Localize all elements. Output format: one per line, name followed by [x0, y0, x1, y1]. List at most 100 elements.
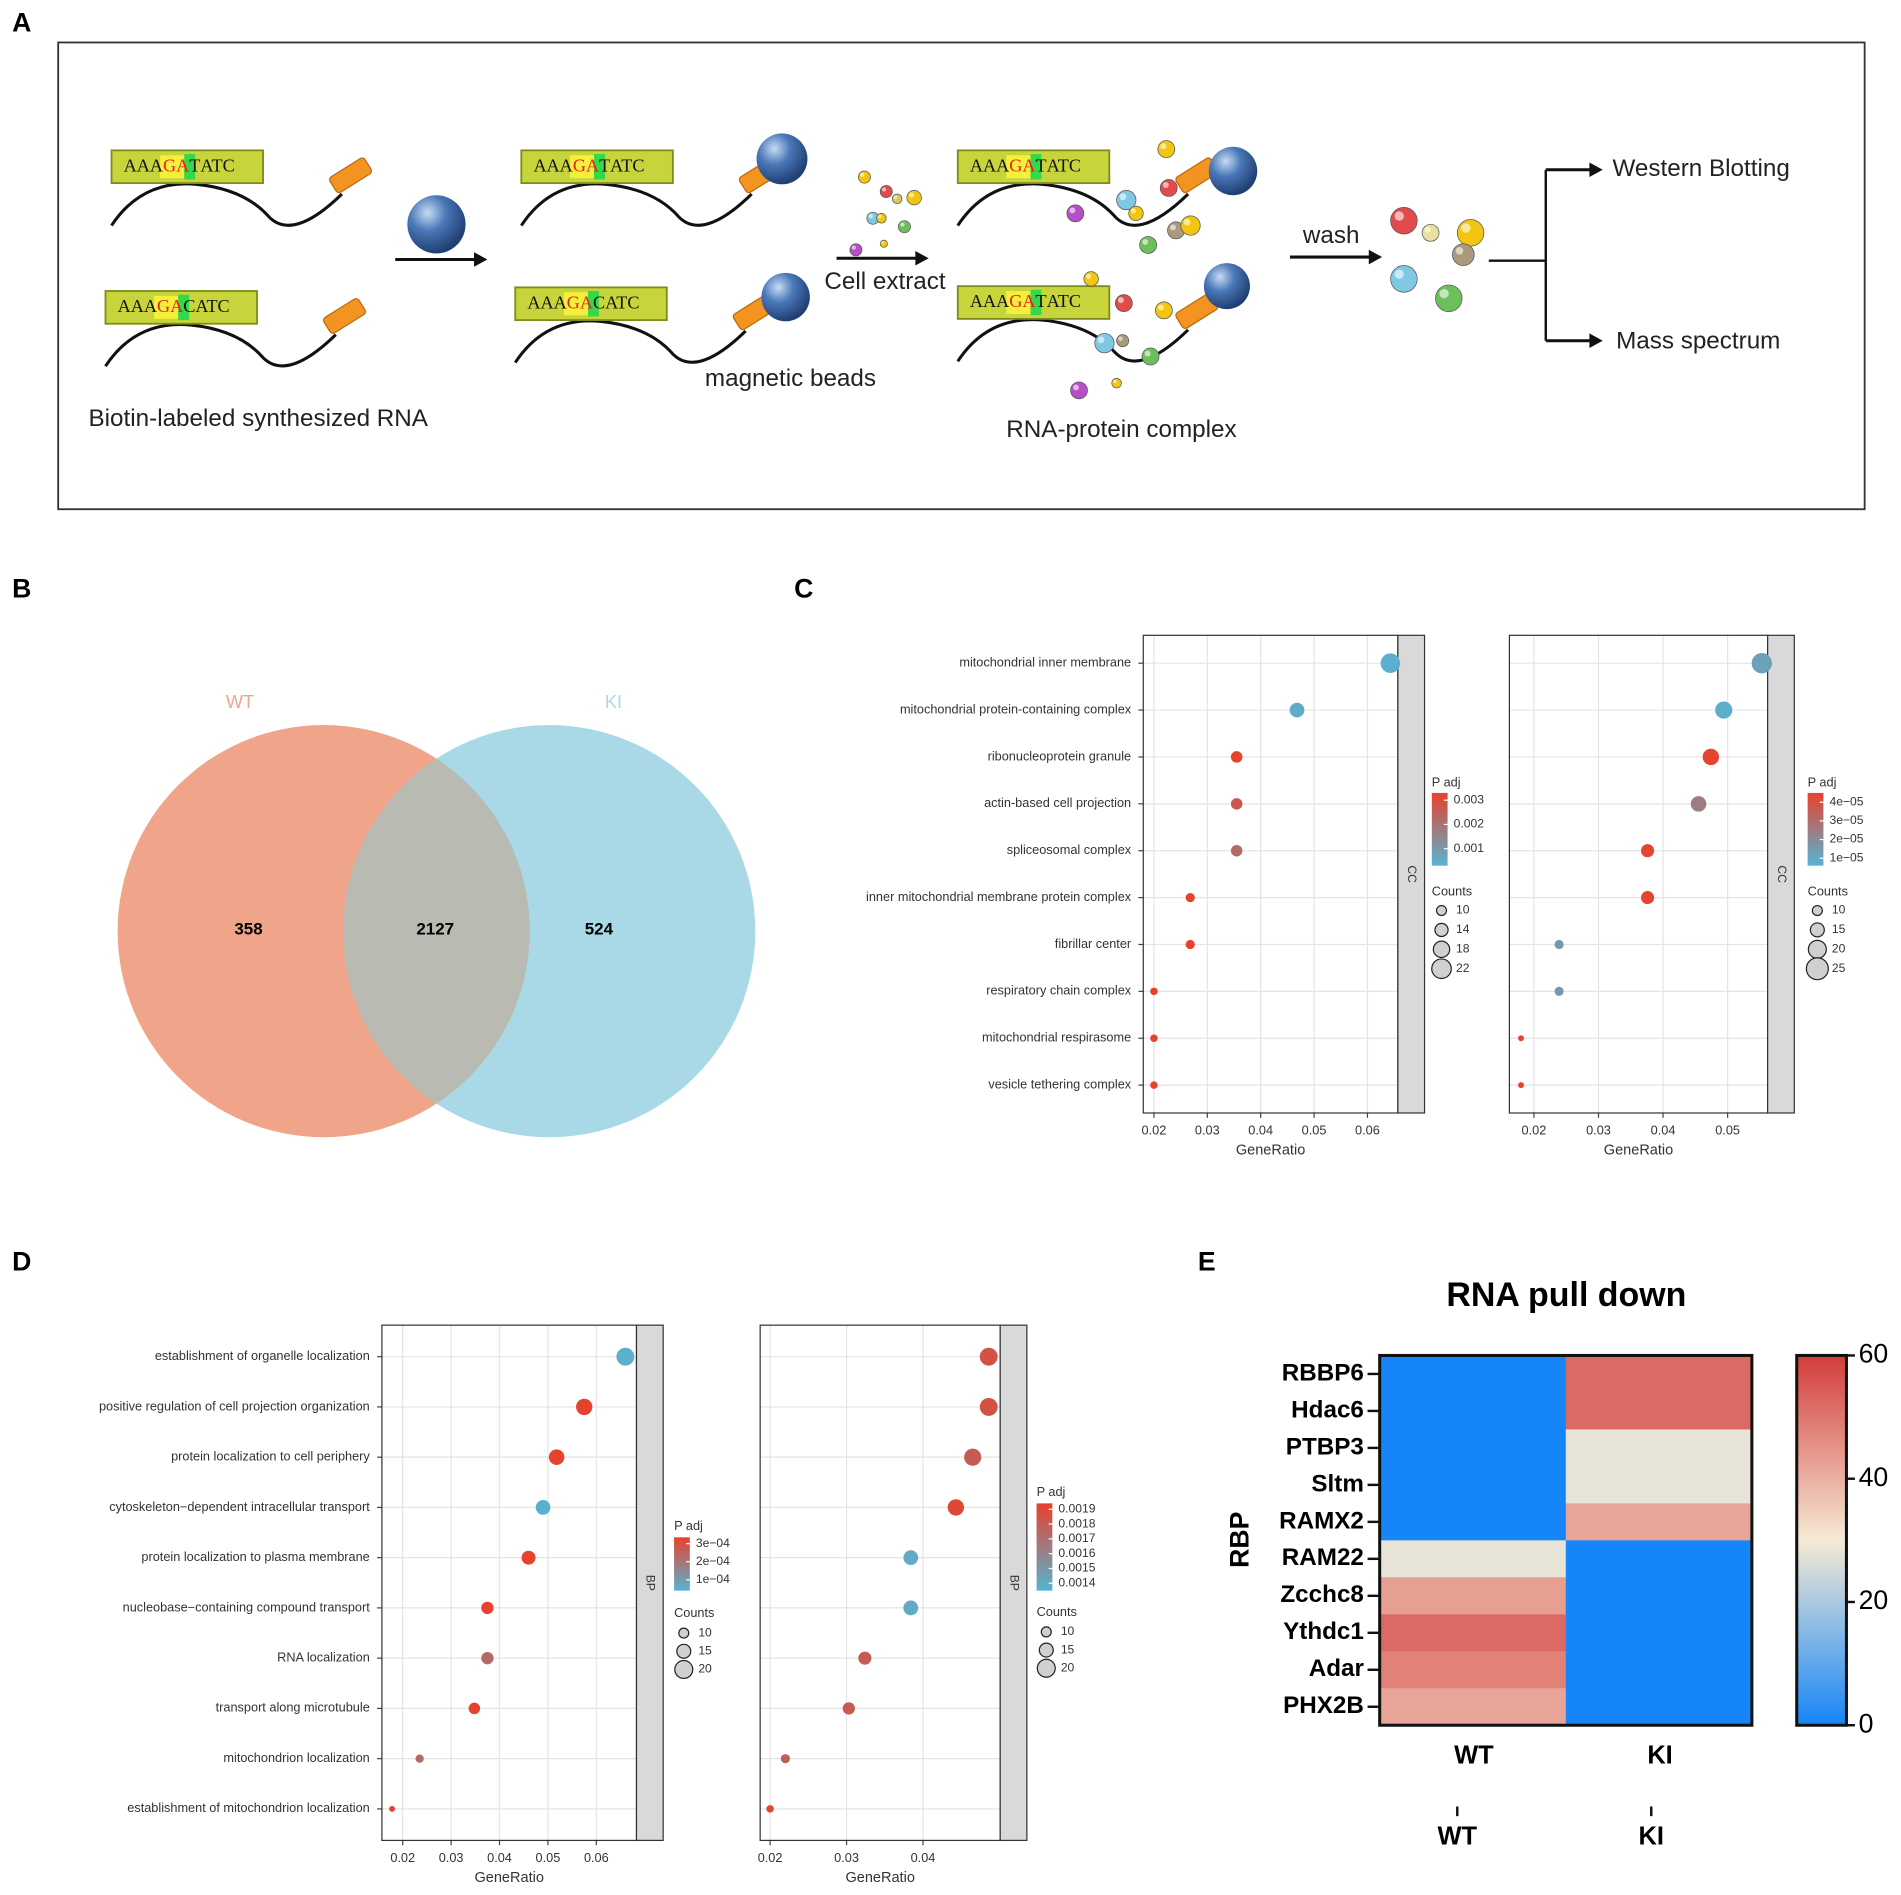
- dot: [1518, 1082, 1524, 1089]
- heat-cell: [1565, 1392, 1753, 1431]
- colorbar-label: 60: [1859, 1339, 1889, 1369]
- size-key: [678, 1627, 690, 1639]
- plot-background: [1143, 635, 1398, 1113]
- size-label: 14: [1456, 922, 1470, 936]
- x-axis-title: GeneRatio: [1604, 1142, 1673, 1158]
- rna-strand: [110, 182, 343, 227]
- dot: [947, 1499, 965, 1516]
- y-tick-label: transport along microtubule: [216, 1700, 370, 1715]
- protein-shine: [868, 214, 873, 219]
- x-tick-label: 0.03: [439, 1850, 464, 1865]
- protein: [1070, 381, 1088, 400]
- colorbar-label: 0.0018: [1058, 1516, 1095, 1530]
- diagram-label: Mass spectrum: [1616, 327, 1780, 354]
- size-label: 20: [1832, 942, 1846, 956]
- dot: [548, 1449, 565, 1465]
- protein: [1066, 204, 1085, 223]
- sequence-part: GA: [573, 156, 599, 176]
- protein-shine: [909, 192, 915, 198]
- x-tick-label: KI: [1647, 1741, 1672, 1769]
- y-tick-label: protein localization to cell periphery: [171, 1449, 370, 1464]
- colorbar-label: 2e−05: [1829, 832, 1863, 846]
- size-label: 25: [1832, 961, 1846, 975]
- protein-shine: [1144, 350, 1151, 357]
- size-key: [1431, 958, 1452, 980]
- colorbar-label: 1e−04: [696, 1572, 730, 1586]
- colorbar-label: 0.001: [1454, 841, 1485, 855]
- heat-cell: [1379, 1614, 1567, 1652]
- dot: [1150, 987, 1158, 996]
- dot: [1150, 1081, 1158, 1089]
- size-label: 15: [1832, 922, 1846, 936]
- colorbar-label: 3e−05: [1829, 813, 1863, 827]
- size-label: 10: [698, 1625, 712, 1639]
- dot: [1518, 1035, 1524, 1042]
- size-key: [1809, 922, 1825, 938]
- region-count: 524: [585, 919, 614, 938]
- heat-cell: [1565, 1466, 1753, 1504]
- heat-cell: [1565, 1577, 1753, 1615]
- y-tick-label: RAMX2: [1279, 1507, 1364, 1534]
- protein: [1115, 294, 1133, 312]
- y-tick-label: spliceosomal complex: [1007, 842, 1132, 857]
- sequence-part: T: [189, 156, 200, 176]
- protein: [1456, 219, 1485, 247]
- sequence: AAAGATATC: [533, 156, 644, 176]
- y-tick-label: cytoskeleton−dependent intracellular tra…: [109, 1499, 370, 1514]
- protein: [898, 220, 911, 234]
- sequence: AAAGATATC: [970, 291, 1081, 311]
- size-key: [1805, 957, 1829, 981]
- venn-overlap: [343, 725, 530, 1138]
- colorbar-label: 0.0016: [1058, 1546, 1095, 1560]
- protein-shine: [1086, 273, 1092, 279]
- protein-shine: [881, 241, 884, 244]
- plot-background: [381, 1325, 637, 1841]
- size-key: [1040, 1626, 1052, 1638]
- sequence: AAAGACATC: [118, 296, 230, 316]
- y-tick-label: establishment of organelle localization: [155, 1348, 370, 1363]
- highlight: [588, 291, 599, 317]
- protein: [849, 243, 863, 257]
- y-tick-label: Sltm: [1311, 1470, 1364, 1497]
- protein: [891, 193, 903, 205]
- legend-title: Counts: [1432, 884, 1472, 899]
- facet-label: CC: [1405, 865, 1419, 883]
- sequence-part: AAA: [970, 291, 1009, 311]
- dot: [616, 1347, 635, 1366]
- magnetic-bead: [407, 195, 466, 254]
- magnetic-bead: [761, 272, 810, 322]
- y-tick-label: mitochondrial inner membrane: [959, 655, 1131, 670]
- y-tick-label: inner mitochondrial membrane protein com…: [866, 889, 1132, 904]
- rna-strand: [956, 182, 1190, 227]
- diagram-label: Cell extract: [824, 268, 945, 295]
- colorbar-label: 3e−04: [696, 1536, 730, 1550]
- sequence-part: T: [1036, 156, 1047, 176]
- size-key: [1038, 1642, 1054, 1658]
- size-label: 10: [1832, 903, 1846, 917]
- highlight: [1030, 154, 1042, 180]
- colorbar-label: 0: [1859, 1708, 1874, 1738]
- dot: [1640, 844, 1655, 858]
- heat-cell: [1379, 1651, 1567, 1689]
- dot: [780, 1754, 790, 1764]
- legend-title: Counts: [1037, 1604, 1077, 1619]
- y-tick-label: vesicle tethering complex: [988, 1076, 1131, 1091]
- sequence-part: GA: [567, 293, 593, 313]
- rna-probe: AAAGATATC: [956, 285, 1219, 363]
- heat-cell: [1565, 1355, 1753, 1394]
- heat-cell: [1379, 1466, 1567, 1504]
- x-tick-label: 0.04: [487, 1850, 512, 1865]
- sequence: AAAGATATC: [970, 156, 1081, 176]
- size-key: [1434, 922, 1449, 938]
- highlight: [569, 155, 595, 179]
- y-tick-label: nucleobase−containing compound transport: [123, 1599, 371, 1614]
- protein: [1390, 265, 1418, 293]
- heat-cell: [1565, 1614, 1753, 1652]
- dot: [521, 1550, 536, 1565]
- region-count: 358: [234, 919, 262, 938]
- protein: [1094, 333, 1115, 354]
- x-tick-label: 0.04: [1248, 1123, 1273, 1138]
- protein-shine: [1439, 288, 1449, 299]
- diagram-label: Biotin-labeled synthesized RNA: [89, 405, 429, 432]
